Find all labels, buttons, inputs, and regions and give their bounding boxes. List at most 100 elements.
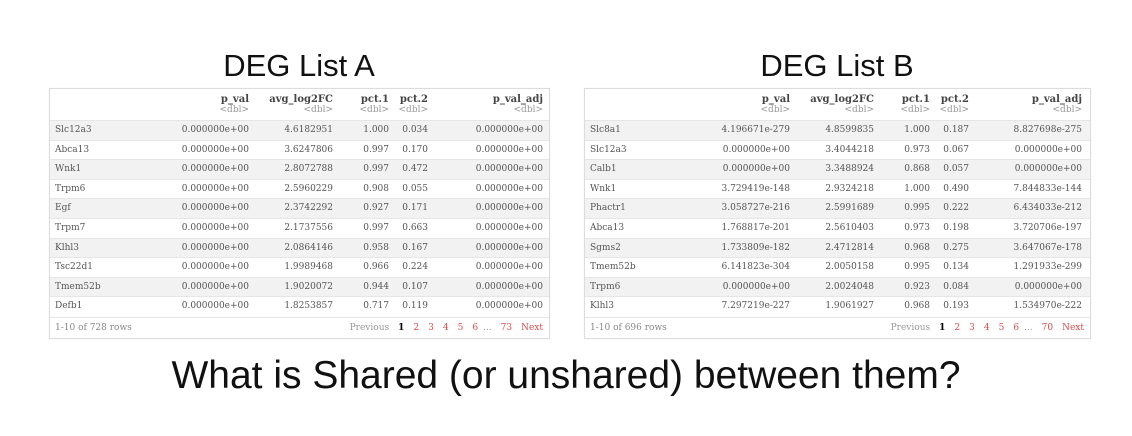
page-2-button[interactable]: 2 xyxy=(413,323,420,333)
table-row[interactable]: Wnk1 0.000000e+00 2.8072788 0.997 0.472 0.000… xyxy=(50,159,549,180)
previous-page-button[interactable]: Previous xyxy=(349,323,390,333)
cell-p-val: 0.000000e+00 xyxy=(181,183,249,194)
last-page-button[interactable]: 73 xyxy=(500,323,513,333)
column-header-avg-log2fc[interactable]: avg_log2FC <dbl> xyxy=(253,94,333,116)
page-6-button[interactable]: 6 xyxy=(1013,323,1020,333)
table-row[interactable]: Trpm7 0.000000e+00 2.1737556 0.997 0.663 0.00… xyxy=(50,218,549,239)
table-row[interactable]: Defb1 0.000000e+00 1.8253857 0.717 0.119 0.00… xyxy=(50,296,549,317)
cell-p-val: 0.000000e+00 xyxy=(722,164,790,175)
cell-p-val-adj: 3.720706e-197 xyxy=(1013,223,1083,233)
page-1-button[interactable]: 1 xyxy=(939,323,946,333)
page-3-button[interactable]: 3 xyxy=(969,323,975,333)
table-row[interactable]: Abca13 0.000000e+00 3.6247806 0.997 0.170 0.0… xyxy=(50,139,549,161)
table-row[interactable]: Slc12a3 0.000000e+00 3.4044218 0.973 0.067 0.… xyxy=(585,139,1090,161)
column-type: <dbl> xyxy=(219,105,249,115)
column-header-pct-2[interactable]: pct.2 <dbl> xyxy=(929,94,969,116)
gene-name: Slc8a1 xyxy=(590,125,621,135)
cell-p-val-adj: 0.000000e+00 xyxy=(475,242,543,253)
cell-avg-log2fc: 1.9061927 xyxy=(825,301,874,312)
page-4-button[interactable]: 4 xyxy=(442,323,449,333)
cell-avg-log2fc: 2.1737556 xyxy=(284,223,333,233)
cell-avg-log2fc: 2.5960229 xyxy=(284,183,333,194)
cell-pct-2: 0.198 xyxy=(943,223,969,233)
cell-avg-log2fc: 2.3742292 xyxy=(284,203,333,214)
cell-avg-log2fc: 3.3488924 xyxy=(825,164,874,175)
table-row[interactable]: Abca13 1.768817e-201 2.5610403 0.973 0.198 3.… xyxy=(585,218,1090,239)
cell-pct-1: 1.000 xyxy=(904,183,930,194)
table-row[interactable]: Phactr1 3.058727e-216 2.5991689 0.995 0.222 6… xyxy=(585,198,1090,219)
cell-pct-1: 0.997 xyxy=(363,144,389,155)
page-6-button[interactable]: 6 xyxy=(472,323,479,333)
page-5-button[interactable]: 5 xyxy=(457,323,464,333)
cell-avg-log2fc: 3.4044218 xyxy=(825,144,874,155)
page-1-button[interactable]: 1 xyxy=(398,323,405,333)
column-type: <dbl> xyxy=(513,105,543,115)
cell-p-val: 0.000000e+00 xyxy=(722,281,790,292)
table-row[interactable]: Klhl3 0.000000e+00 2.0864146 0.958 0.167 0.00… xyxy=(50,237,549,259)
table-row[interactable]: Tmem52b 6.141823e-304 2.0050158 0.995 0.134 1… xyxy=(585,257,1090,278)
column-header-p-val-adj[interactable]: p_val_adj <dbl> xyxy=(1002,94,1082,116)
column-name: p_val xyxy=(220,94,249,105)
cell-avg-log2fc: 2.9324218 xyxy=(825,183,874,194)
table-row[interactable]: Sgms2 1.733809e-182 2.4712814 0.968 0.275 3.6… xyxy=(585,237,1090,259)
table-row[interactable]: Wnk1 3.729419e-148 2.9324218 1.000 0.490 7.84… xyxy=(585,178,1090,200)
table-row[interactable]: Tsc22d1 0.000000e+00 1.9989468 0.966 0.224 0.… xyxy=(50,257,549,278)
page-4-button[interactable]: 4 xyxy=(983,323,990,333)
gene-name: Klhl3 xyxy=(590,301,615,312)
cell-pct-2: 0.084 xyxy=(943,281,969,292)
cell-p-val: 0.000000e+00 xyxy=(722,144,790,155)
table-row[interactable]: Tmem52b 0.000000e+00 1.9020072 0.944 0.107 0.… xyxy=(50,276,549,298)
cell-pct-2: 0.490 xyxy=(943,183,969,194)
cell-pct-1: 0.966 xyxy=(363,262,389,273)
column-header-p-val[interactable]: p_val <dbl> xyxy=(169,94,249,116)
page-2-button[interactable]: 2 xyxy=(954,323,961,333)
cell-pct-2: 0.187 xyxy=(943,125,969,135)
question-text: What is Shared (or unshared) between the… xyxy=(171,354,961,397)
gene-name: Sgms2 xyxy=(590,242,621,253)
cell-avg-log2fc: 2.5610403 xyxy=(825,223,874,233)
cell-pct-1: 0.997 xyxy=(363,164,389,175)
gene-name: Tsc22d1 xyxy=(55,262,93,273)
next-page-button[interactable]: Next xyxy=(521,323,543,333)
cell-p-val: 0.000000e+00 xyxy=(181,164,249,175)
column-name: avg_log2FC xyxy=(810,94,874,105)
cell-pct-1: 0.908 xyxy=(363,183,389,194)
table-row[interactable]: Klhl3 7.297219e-227 1.9061927 0.968 0.193 1.5… xyxy=(585,296,1090,317)
gene-name: Egf xyxy=(55,203,71,214)
column-header-avg-log2fc[interactable]: avg_log2FC <dbl> xyxy=(794,94,874,116)
table-row[interactable]: Egf 0.000000e+00 2.3742292 0.927 0.171 0.0000… xyxy=(50,198,549,219)
table-row[interactable]: Trpm6 0.000000e+00 2.0024048 0.923 0.084 0.00… xyxy=(585,276,1090,298)
cell-p-val: 0.000000e+00 xyxy=(181,144,249,155)
cell-p-val: 6.141823e-304 xyxy=(721,262,791,273)
column-header-p-val[interactable]: p_val <dbl> xyxy=(710,94,790,116)
table-row[interactable]: Trpm6 0.000000e+00 2.5960229 0.908 0.055 0.00… xyxy=(50,178,549,200)
gene-name: Tmem52b xyxy=(590,262,636,273)
cell-pct-1: 1.000 xyxy=(363,125,389,135)
cell-p-val-adj: 0.000000e+00 xyxy=(475,164,543,175)
cell-pct-1: 0.968 xyxy=(904,301,930,312)
previous-page-button[interactable]: Previous xyxy=(890,323,931,333)
table-row[interactable]: Calb1 0.000000e+00 3.3488924 0.868 0.057 0.00… xyxy=(585,159,1090,180)
table-row[interactable]: Slc8a1 4.196671e-279 4.8599835 1.000 0.187 8.… xyxy=(585,120,1090,141)
page-5-button[interactable]: 5 xyxy=(998,323,1005,333)
cell-p-val: 0.000000e+00 xyxy=(181,203,249,214)
cell-pct-2: 0.167 xyxy=(402,242,428,253)
pagination: Previous 1 2 3 4 5 6... 73 Next xyxy=(341,318,543,338)
row-count: 1-10 of 728 rows xyxy=(55,323,132,333)
column-header-pct-1[interactable]: pct.1 <dbl> xyxy=(349,94,389,116)
cell-avg-log2fc: 2.4712814 xyxy=(825,242,874,253)
column-header-pct-1[interactable]: pct.1 <dbl> xyxy=(890,94,930,116)
next-page-button[interactable]: Next xyxy=(1062,323,1084,333)
gene-name: Calb1 xyxy=(590,164,617,175)
cell-p-val-adj: 3.647067e-178 xyxy=(1013,242,1083,253)
column-header-pct-2[interactable]: pct.2 <dbl> xyxy=(388,94,428,116)
cell-p-val-adj: 0.000000e+00 xyxy=(1014,164,1082,175)
cell-pct-1: 0.968 xyxy=(904,242,930,253)
cell-p-val: 7.297219e-227 xyxy=(721,301,791,312)
cell-pct-2: 0.119 xyxy=(402,301,428,312)
table-row[interactable]: Slc12a3 0.000000e+00 4.6182951 1.000 0.034 0.… xyxy=(50,120,549,141)
last-page-button[interactable]: 70 xyxy=(1041,323,1054,333)
column-header-p-val-adj[interactable]: p_val_adj <dbl> xyxy=(463,94,543,116)
page-3-button[interactable]: 3 xyxy=(428,323,434,333)
cell-pct-2: 0.472 xyxy=(402,164,428,175)
